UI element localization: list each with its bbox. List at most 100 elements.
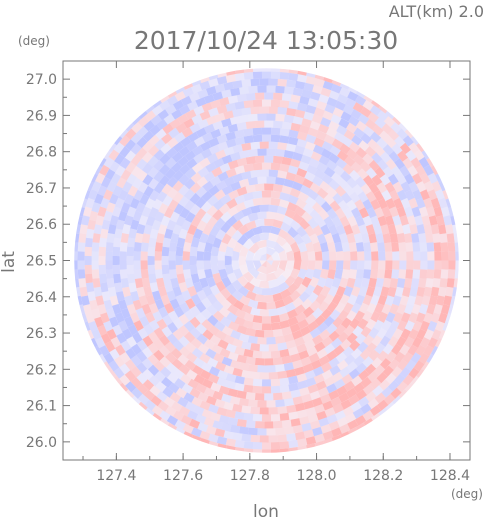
field-cell [172,410,185,422]
field-cell [438,346,450,358]
field-cell [243,72,254,80]
y-tick-label: 26.9 [26,108,57,124]
field-cell [127,185,139,197]
field-cell [153,159,165,172]
field-cell [366,302,377,314]
field-cell [346,361,358,373]
field-cell [239,245,249,257]
field-cell [95,172,106,184]
field-cell [443,215,452,226]
field-cell [147,364,160,376]
field-cell [358,140,370,152]
field-cell [418,156,430,169]
field-cell [111,122,123,135]
field-cell [125,381,137,393]
field-cell [350,348,363,360]
field-cell [204,268,213,280]
field-cell [302,178,314,189]
field-cell [223,401,234,411]
field-cell [418,278,427,288]
field-cell [284,208,296,219]
field-cell [234,447,245,453]
field-cell [447,269,456,279]
field-cell [180,95,192,107]
field-cell [252,378,263,387]
field-cell [446,278,455,288]
field-cell [453,233,459,243]
field-cell [440,304,450,315]
field-cell [162,195,173,207]
field-cell [181,127,193,138]
field-cell [318,300,330,313]
field-cell [346,177,358,189]
field-cell [430,197,441,209]
field-cell [106,181,117,193]
field-cell [166,290,177,302]
field-cell [239,255,246,266]
field-cell [320,224,331,236]
field-cell [302,363,314,374]
field-cell [377,350,389,362]
field-cell [336,385,348,397]
field-cell [255,421,265,429]
field-cell [196,220,207,232]
field-cell [312,426,323,437]
field-cell [339,294,350,306]
field-cell [142,379,155,391]
field-cell [454,242,459,252]
field-cell [85,350,97,362]
field-cell [331,172,343,184]
field-cell [184,178,196,190]
field-cell [206,395,217,406]
field-cell [328,120,340,132]
field-cell [374,303,385,314]
field-cell [232,268,243,280]
field-cell [270,71,281,79]
field-cell [217,250,226,261]
field-cell [346,277,356,289]
field-cell [206,233,216,244]
field-cell [192,443,204,453]
field-cell [340,111,352,122]
field-cell [338,118,350,129]
field-cell [247,177,258,186]
field-cell [147,246,156,257]
field-cell [176,273,186,284]
field-cell [250,434,260,443]
field-cell [266,148,276,156]
field-cell [234,411,245,420]
y-tick-label: 26.3 [26,326,57,342]
field-cell [446,180,457,192]
field-cell [210,99,221,109]
field-cell [85,282,95,293]
field-cell [381,386,393,398]
field-cell [335,158,348,169]
field-cell [392,215,402,226]
field-cell [292,396,304,405]
field-cell [118,189,129,201]
field-cell [302,306,315,318]
field-cell [252,197,263,206]
field-cell [286,404,297,414]
field-cell [118,320,129,332]
field-cell [274,299,286,309]
field-cell [277,342,288,351]
field-cell [119,374,131,386]
field-cell [282,268,293,280]
field-cell [172,169,184,182]
field-cell [392,260,400,270]
field-cell [134,232,144,243]
field-cell [270,378,281,387]
field-cell [443,295,452,306]
field-cell [382,277,392,288]
field-cell [232,241,243,253]
field-cell [254,357,265,366]
field-cell [127,273,136,284]
field-cell [307,217,319,229]
field-cell [404,303,414,315]
field-cell [105,129,117,141]
field-cell [380,151,392,163]
field-cell [266,246,277,256]
field-cell [151,105,164,116]
x-unit-label: (deg) [451,487,483,501]
